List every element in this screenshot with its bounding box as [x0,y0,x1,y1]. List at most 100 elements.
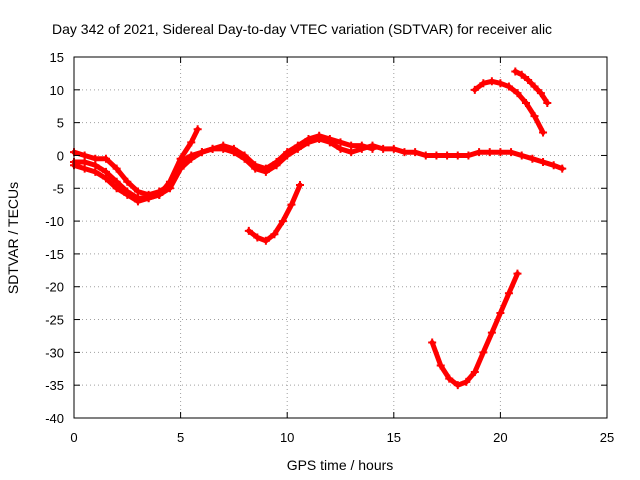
series-arc-6 [470,77,548,137]
y-tick-label: -25 [45,313,64,328]
data-point [470,85,479,94]
data-point [253,233,262,242]
data-point [462,377,471,386]
grid-lines [74,57,607,418]
data-point [485,148,494,157]
data-point [278,217,287,226]
data-point [504,289,513,298]
data-point [421,151,430,160]
data-point [487,328,496,337]
data-point [244,226,253,235]
data-point [347,148,356,157]
data-point [530,112,539,121]
data-point [549,161,558,170]
data-point [336,144,345,153]
y-axis-label: SDTVAR / TECUs [5,182,21,294]
data-point [487,77,496,86]
y-tick-label: -35 [45,378,64,393]
data-point [251,164,260,173]
data-point [479,348,488,357]
y-tick-label: -20 [45,280,64,295]
series-arc-7 [511,67,552,107]
data-point [517,151,526,160]
data-point [112,184,121,193]
y-tick-label: -30 [45,345,64,360]
x-tick-label: 20 [493,430,507,445]
data-point [219,144,228,153]
data-point [513,89,522,98]
data-point [496,79,505,88]
data-point [270,230,279,239]
data-point [133,197,142,206]
data-point [475,148,484,157]
data-point [368,141,377,150]
data-point [496,308,505,317]
y-tick-label: -40 [45,411,64,426]
data-point [539,128,548,137]
y-tick-label: -15 [45,247,64,262]
x-axis-label: GPS time / hours [287,457,394,473]
x-tick-label: 25 [600,430,614,445]
data-point [513,269,522,278]
data-point [428,338,437,347]
data-point [240,154,249,163]
data-series-group [70,67,567,390]
series-arc-4 [244,180,304,245]
data-point [511,67,520,76]
plot-frame [73,56,608,419]
data-point [470,368,479,377]
data-point [400,148,409,157]
data-point [357,144,366,153]
x-tick-label: 5 [177,430,184,445]
data-point [229,148,238,157]
data-point [389,144,398,153]
x-tick-label: 0 [70,430,77,445]
data-point [176,154,185,163]
data-point [507,148,516,157]
data-point [530,82,539,91]
y-tick-label: 5 [57,116,64,131]
data-point [187,138,196,147]
data-point [123,190,132,199]
data-point [445,374,454,383]
data-point [432,151,441,160]
data-point [123,177,132,186]
data-point [524,75,533,84]
data-point [496,148,505,157]
data-point [165,177,174,186]
series-arc-5 [428,269,522,390]
data-point [295,180,304,189]
data-point [517,70,526,79]
data-point [293,144,302,153]
data-point [528,154,537,163]
data-point [558,164,567,173]
data-point [443,151,452,160]
data-point [304,138,313,147]
data-point [543,98,552,107]
data-point [521,98,530,107]
data-point [112,164,121,173]
data-point [453,381,462,390]
chart-title: Day 342 of 2021, Sidereal Day-to-day VTE… [52,21,552,37]
data-point [315,135,324,144]
axis-ticks: 0 5 10 15 20 25 -40 -35 -30 -25 -20 -15 -10 -5 0 5 10 15 [45,50,614,445]
y-tick-label: 10 [50,83,64,98]
data-point [91,167,100,176]
data-point [436,361,445,370]
data-point [272,161,281,170]
data-point [80,164,89,173]
data-point [453,151,462,160]
y-tick-label: 0 [57,148,64,163]
y-tick-label: -10 [45,214,64,229]
data-point [411,148,420,157]
data-point [155,190,164,199]
data-point [479,79,488,88]
data-point [208,144,217,153]
data-point [287,200,296,209]
data-point [261,167,270,176]
data-point [261,236,270,245]
data-point [197,148,206,157]
data-point [536,89,545,98]
